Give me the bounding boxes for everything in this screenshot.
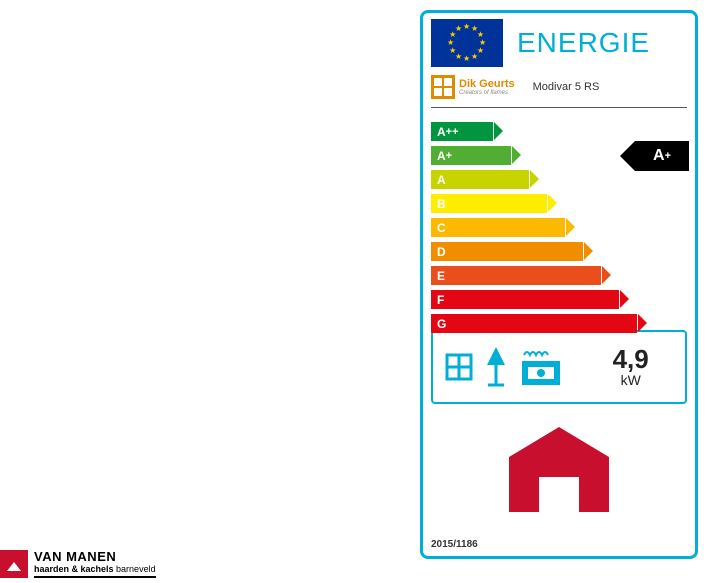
power-output: 4,9 kW [575, 346, 685, 388]
pictogram-zone [433, 345, 575, 389]
eu-flag-icon: ★★★★★★★★★★★★ [431, 19, 503, 67]
brand-logo-icon [431, 75, 455, 99]
scale-row-B: B [431, 194, 547, 213]
energy-label: ★★★★★★★★★★★★ ENERGIE Dik Geurts Creators… [420, 10, 698, 559]
footer-text: VAN MANEN haarden & kachels barneveld [34, 551, 156, 578]
brand-tagline: Creators of flames [459, 90, 515, 96]
brand-row: Dik Geurts Creators of flames Modivar 5 … [431, 75, 687, 108]
brand-name: Dik Geurts [459, 79, 515, 90]
current-rating-badge: A+ [635, 141, 689, 171]
label-header: ★★★★★★★★★★★★ ENERGIE [423, 13, 695, 67]
window-icon [444, 352, 474, 382]
scale-row-A: A [431, 170, 529, 189]
footer-logo-icon [0, 550, 28, 578]
scale-row-G: G [431, 314, 637, 333]
heater-icon [518, 345, 564, 389]
model-name: Modivar 5 RS [533, 81, 600, 93]
lamp-icon [485, 345, 507, 389]
output-info-box: 4,9 kW [431, 330, 687, 404]
power-value: 4,9 [576, 346, 685, 372]
scale-row-D: D [431, 242, 583, 261]
footer-company-name: VAN MANEN [34, 551, 156, 563]
energy-title: ENERGIE [503, 13, 695, 67]
product-category-icon [499, 422, 619, 512]
footer-company-tagline: haarden & kachels barneveld [34, 563, 156, 575]
regulation-number: 2015/1186 [431, 539, 478, 550]
scale-row-Aplus: A+ [431, 146, 511, 165]
scale-row-E: E [431, 266, 601, 285]
scale-row-C: C [431, 218, 565, 237]
footer-company-logo: VAN MANEN haarden & kachels barneveld [0, 550, 156, 578]
power-unit: kW [576, 372, 685, 388]
efficiency-scale: A+ A++A+ABCDEFG [431, 122, 695, 322]
brand-logo: Dik Geurts Creators of flames [431, 75, 515, 99]
scale-row-Aplus+: A++ [431, 122, 493, 141]
scale-row-F: F [431, 290, 619, 309]
